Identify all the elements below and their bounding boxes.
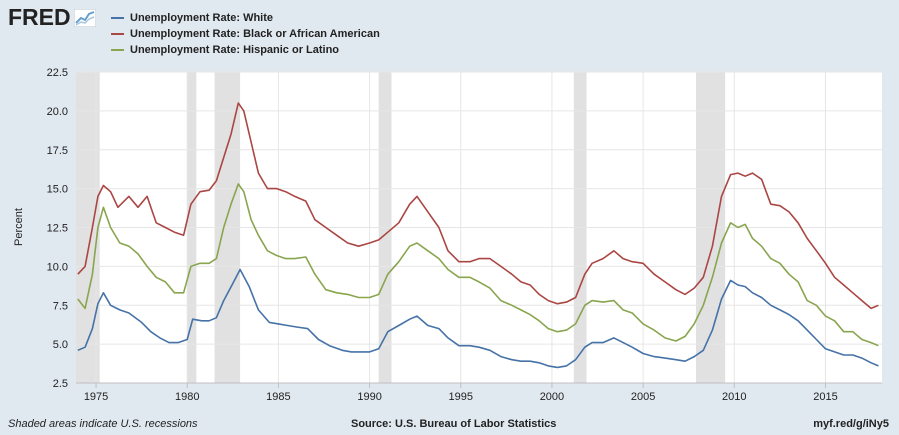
x-tick-label: 2015 <box>813 391 837 403</box>
y-tick-label: 7.5 <box>53 300 68 312</box>
x-tick-label: 2010 <box>722 391 746 403</box>
legend-swatch-white <box>111 17 124 19</box>
x-tick-label: 1985 <box>266 391 290 403</box>
series-line-hispanic[interactable] <box>77 183 879 347</box>
y-tick-label: 20.0 <box>47 106 68 118</box>
x-tick-label: 2005 <box>631 391 655 403</box>
axis-layer: 2.5 5.0 7.5 10.0 12.5 15.0 17.5 20.0 22.5 1975 198… <box>47 67 882 403</box>
x-tick-label: 1980 <box>175 391 199 403</box>
x-tick-label: 1975 <box>84 391 108 403</box>
y-axis-label: Percent <box>13 208 25 246</box>
y-tick-label: 12.5 <box>47 223 68 235</box>
chart-line-icon <box>73 8 96 27</box>
chart-header: FRED Unemployment Rate: White Unemployme… <box>0 0 899 62</box>
legend-label-white: Unemployment Rate: White <box>130 12 274 24</box>
chart-footer: Shaded areas indicate U.S. recessions So… <box>0 416 899 434</box>
y-tick-label: 22.5 <box>47 67 68 79</box>
legend-item-black[interactable]: Unemployment Rate: Black or African Amer… <box>111 26 380 42</box>
source-note[interactable]: Source: U.S. Bureau of Labor Statistics <box>351 418 557 430</box>
x-tick-label: 1995 <box>449 391 473 403</box>
x-tick-label: 2000 <box>540 391 564 403</box>
fred-logo-text: FRED <box>8 4 71 30</box>
legend-label-black: Unemployment Rate: Black or African Amer… <box>130 28 380 40</box>
chart-legend: Unemployment Rate: White Unemployment Ra… <box>111 10 380 58</box>
recession-note: Shaded areas indicate U.S. recessions <box>8 418 198 430</box>
x-tick-label: 1990 <box>357 391 381 403</box>
y-tick-label: 10.0 <box>47 261 68 273</box>
chart-area: 2.5 5.0 7.5 10.0 12.5 15.0 17.5 20.0 22.5 1975 198… <box>0 62 899 412</box>
y-tick-label: 2.5 <box>53 378 68 390</box>
legend-swatch-hispanic <box>111 49 124 51</box>
y-tick-label: 15.0 <box>47 184 68 196</box>
legend-label-hispanic: Unemployment Rate: Hispanic or Latino <box>130 44 340 56</box>
y-tick-label: 17.5 <box>47 145 68 157</box>
y-tick-label: 5.0 <box>53 339 68 351</box>
series-line-black[interactable] <box>77 102 879 310</box>
fred-logo[interactable]: FRED <box>8 4 96 31</box>
legend-item-white[interactable]: Unemployment Rate: White <box>111 10 380 26</box>
series-line-white[interactable] <box>77 268 879 369</box>
short-url-link[interactable]: myf.red/g/iNy5 <box>813 418 889 430</box>
series-layer <box>77 102 879 369</box>
legend-swatch-black <box>111 33 124 35</box>
line-chart[interactable]: 2.5 5.0 7.5 10.0 12.5 15.0 17.5 20.0 22.5 1975 198… <box>0 62 899 412</box>
legend-item-hispanic[interactable]: Unemployment Rate: Hispanic or Latino <box>111 42 380 58</box>
